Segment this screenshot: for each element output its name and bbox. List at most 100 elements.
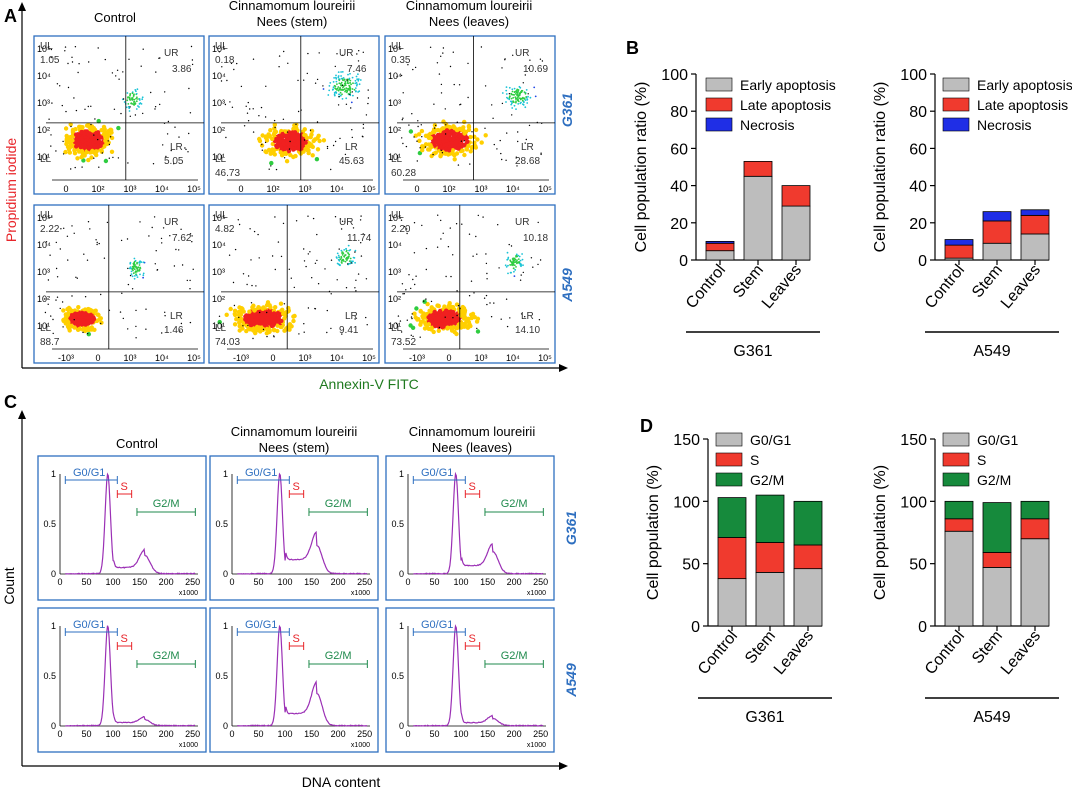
flow-event-dot bbox=[332, 81, 335, 83]
cycle-y-axis-arrow bbox=[18, 410, 26, 419]
flow-label-ur: UR bbox=[515, 217, 529, 228]
flow-event-dot bbox=[70, 168, 72, 170]
flow-label-ul: UL bbox=[391, 41, 404, 52]
bar-y-tick-label: 20 bbox=[670, 216, 688, 233]
flow-event-dot bbox=[289, 324, 294, 329]
flow-event-dot bbox=[335, 88, 337, 90]
flow-event-dot bbox=[90, 123, 92, 126]
bar-x-tick-label: Stem bbox=[730, 262, 767, 302]
flow-event-dot bbox=[515, 253, 518, 256]
flow-event-dot bbox=[80, 149, 85, 155]
flow-event-dot bbox=[410, 325, 416, 330]
cycle-y-tick-label: 0.5 bbox=[215, 519, 228, 529]
flow-event-dot bbox=[450, 148, 455, 153]
flow-event-dot bbox=[501, 102, 504, 105]
bar-x-tick-label: Control bbox=[922, 262, 968, 312]
flow-event-dot bbox=[191, 241, 193, 243]
flow-event-dot bbox=[362, 123, 365, 126]
flow-col-title-control: Control bbox=[94, 10, 136, 25]
gate-s-label: S bbox=[293, 481, 300, 493]
flow-event-dot bbox=[303, 323, 305, 325]
bar-x-tick-label: Leaves bbox=[759, 262, 805, 312]
flow-event-dot bbox=[438, 321, 443, 327]
flow-event-dot bbox=[456, 146, 461, 151]
flow-event-dot bbox=[326, 331, 328, 334]
flow-event-dot bbox=[244, 328, 249, 334]
flow-event-dot bbox=[419, 147, 421, 149]
bar-segment-s bbox=[982, 552, 1012, 568]
flow-event-dot bbox=[522, 104, 525, 106]
flow-event-dot bbox=[351, 136, 353, 139]
flow-event-dot bbox=[96, 118, 101, 124]
gate-g2m-label: G2/M bbox=[325, 650, 352, 662]
flow-event-dot bbox=[284, 159, 290, 164]
flow-event-dot bbox=[244, 323, 250, 328]
flow-event-dot bbox=[307, 307, 310, 309]
flow-event-dot bbox=[431, 151, 437, 156]
flow-event-dot bbox=[138, 98, 141, 100]
cycle-x-tick-label: 50 bbox=[82, 729, 92, 739]
flow-event-dot bbox=[511, 88, 514, 91]
flow-event-dot bbox=[399, 320, 402, 322]
flow-event-dot bbox=[259, 311, 261, 314]
flow-event-dot bbox=[275, 323, 280, 328]
flow-event-dot bbox=[281, 141, 286, 146]
flow-event-dot bbox=[405, 289, 407, 291]
flow-event-dot bbox=[333, 93, 336, 96]
flow-event-dot bbox=[345, 97, 348, 100]
flow-event-dot bbox=[540, 152, 542, 154]
flow-event-dot bbox=[64, 46, 67, 48]
flow-event-dot bbox=[77, 326, 82, 332]
flow-event-dot bbox=[288, 148, 291, 150]
flow-label-lr: LR bbox=[521, 142, 534, 153]
flow-event-dot bbox=[250, 259, 252, 261]
flow-event-dot bbox=[102, 144, 107, 149]
bar-segment-late-apoptosis bbox=[743, 161, 773, 177]
flow-event-dot bbox=[310, 144, 315, 150]
flow-event-dot bbox=[265, 85, 267, 88]
flow-panel-frame bbox=[384, 35, 556, 195]
cycle-y-tick-label: 0 bbox=[399, 569, 404, 579]
flow-event-dot bbox=[410, 334, 412, 336]
bar-segment-necrosis bbox=[705, 240, 735, 244]
flow-event-dot bbox=[367, 102, 369, 105]
flow-event-dot bbox=[164, 91, 166, 93]
flow-event-dot bbox=[518, 92, 521, 95]
flow-event-dot bbox=[154, 263, 156, 265]
flow-event-dot bbox=[312, 137, 318, 142]
flow-event-dot bbox=[138, 261, 141, 263]
flow-event-dot bbox=[350, 107, 352, 109]
flow-event-dot bbox=[400, 74, 403, 77]
flow-event-dot bbox=[438, 326, 441, 329]
cycle-x-tick-label: 150 bbox=[132, 729, 147, 739]
bar-segment-s bbox=[717, 537, 747, 580]
flow-event-dot bbox=[497, 224, 499, 226]
flow-event-dot bbox=[501, 92, 504, 94]
flow-event-dot bbox=[55, 299, 57, 301]
flow-event-dot bbox=[432, 123, 438, 128]
flow-event-dot bbox=[310, 153, 315, 158]
flow-event-dot bbox=[318, 52, 320, 54]
flow-x-tick-label: 10³ bbox=[474, 184, 487, 194]
flow-value-ll: 60.28 bbox=[391, 168, 416, 179]
cycle-y-tick-label: 0.5 bbox=[391, 671, 404, 681]
bar-segment-g2-m bbox=[1020, 500, 1050, 520]
cycle-y-tick-label: 0.5 bbox=[215, 671, 228, 681]
flow-x-axis-label: Annexin-V FITC bbox=[319, 376, 419, 392]
cycle-plot-g361-stem: 1 0.5 00 50 100 150 200 250 x1000 G0/G1 S G2/M bbox=[209, 455, 379, 601]
flow-event-dot bbox=[88, 138, 93, 143]
flow-event-dot bbox=[456, 290, 458, 292]
bar-y-tick-label: 50 bbox=[909, 557, 927, 574]
flow-event-dot bbox=[242, 325, 244, 327]
bar-chart-d-a549: 0 50 100 150 Cell population (%) Control StemL… bbox=[872, 432, 1059, 726]
flow-event-dot bbox=[457, 126, 462, 131]
flow-event-dot bbox=[355, 84, 358, 87]
bar-segment-late-apoptosis bbox=[781, 185, 811, 207]
flow-event-dot bbox=[472, 134, 477, 139]
flow-event-dot bbox=[81, 158, 86, 163]
flow-event-dot bbox=[109, 136, 112, 138]
flow-event-dot bbox=[232, 281, 235, 284]
flow-event-dot bbox=[348, 77, 351, 80]
flow-event-dot bbox=[154, 106, 157, 108]
flow-event-dot bbox=[78, 63, 80, 65]
